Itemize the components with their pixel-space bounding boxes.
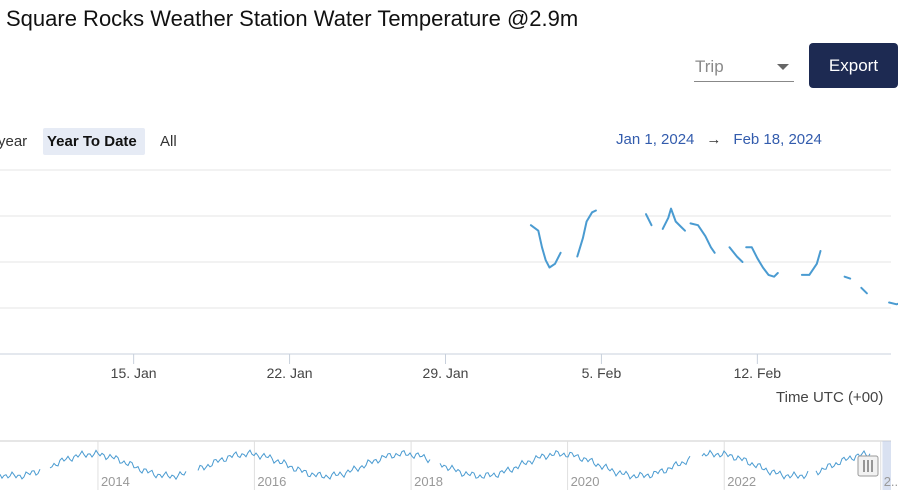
x-axis-title: Time UTC (+00) (776, 389, 884, 406)
series-line-segment (728, 246, 744, 263)
series-line-segment (888, 301, 898, 306)
navigator-year-label: 2022 (727, 474, 756, 489)
navigator-selection[interactable] (882, 441, 891, 490)
navigator-year-label: 2018 (414, 474, 443, 489)
x-tick-label: 5. Feb (582, 365, 622, 381)
series-line-segment (661, 207, 686, 232)
series-line-segment (745, 246, 779, 278)
export-button[interactable]: Export (809, 43, 898, 88)
range-button-year-to-date[interactable]: Year To Date (43, 128, 145, 155)
navigator-year-label: 2... (884, 474, 898, 489)
trip-select[interactable]: Trip (694, 54, 794, 82)
range-button-year[interactable]: year (0, 133, 28, 150)
series-line-segment (843, 275, 852, 280)
series-line-segment (576, 209, 597, 258)
grid-lines (0, 169, 891, 309)
navigator-handle[interactable] (857, 455, 879, 477)
series-water-temperature[interactable] (529, 207, 898, 306)
navigator-series-line (0, 449, 871, 481)
series-line-segment (529, 224, 562, 269)
date-range-to[interactable]: Feb 18, 2024 (733, 131, 822, 148)
series-line-segment (689, 222, 716, 254)
navigator[interactable]: 2014 2016 2018 2020 2022 2... (0, 440, 898, 490)
date-range: Jan 1, 2024 → Feb 18, 2024 (616, 131, 822, 148)
chevron-down-icon (777, 64, 789, 70)
x-tick-label: 22. Jan (267, 365, 313, 381)
navigator-year-label: 2020 (571, 474, 600, 489)
trip-select-value: Trip (695, 57, 724, 76)
series-line-segment (800, 250, 822, 276)
x-tick-label: 15. Jan (111, 365, 157, 381)
navigator-year-labels: 2014 2016 2018 2020 2022 2... (101, 474, 898, 489)
range-button-all[interactable]: All (160, 133, 177, 150)
x-tick-label: 29. Jan (423, 365, 469, 381)
navigator-year-label: 2016 (257, 474, 286, 489)
date-range-from[interactable]: Jan 1, 2024 (616, 131, 695, 148)
chart-title: Square Rocks Weather Station Water Tempe… (6, 6, 579, 31)
navigator-grid (97, 441, 882, 490)
series-line-segment (860, 286, 868, 295)
arrow-right-icon: → (706, 131, 722, 148)
x-axis-ticks: 15. Jan 22. Jan 29. Jan 5. Feb 12. Feb (111, 354, 782, 381)
x-tick-label: 12. Feb (734, 365, 782, 381)
navigator-year-label: 2014 (101, 474, 130, 489)
series-line-segment (645, 213, 653, 227)
